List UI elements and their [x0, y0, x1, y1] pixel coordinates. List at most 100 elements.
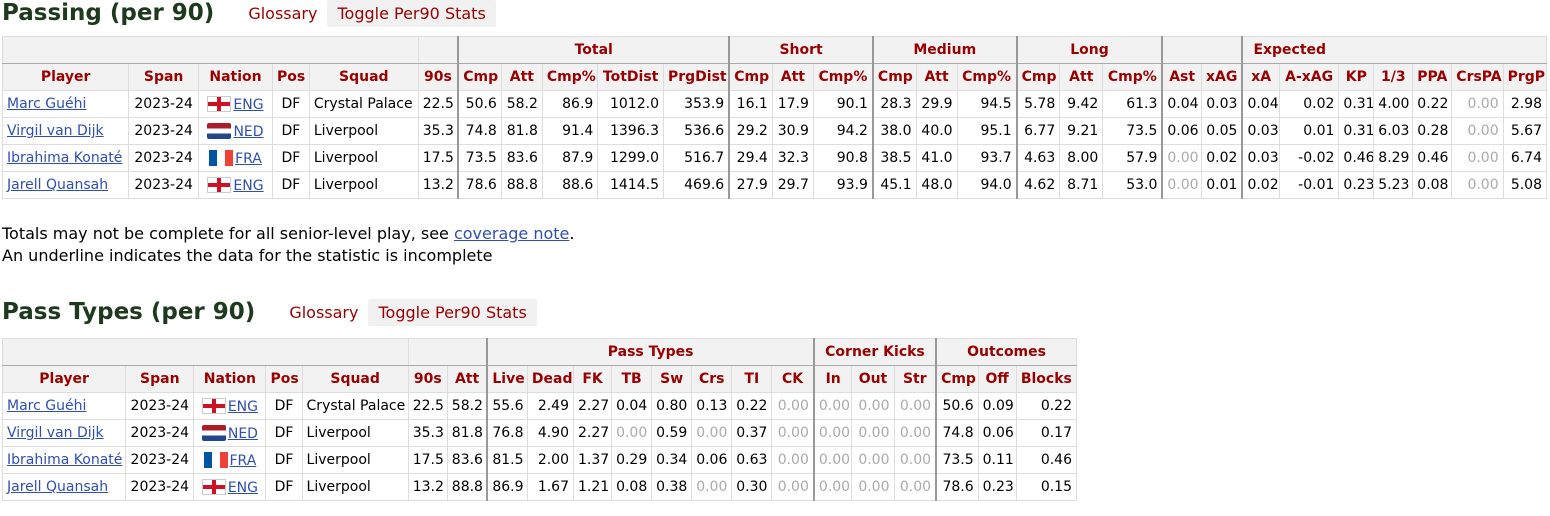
player-link[interactable]: Ibrahima Konaté [7, 452, 123, 468]
n90s-cell: 13.2 [417, 171, 459, 199]
column-header[interactable]: 90s [407, 365, 448, 393]
stat-cell: 29.9 [915, 90, 958, 118]
column-header[interactable]: Span [128, 63, 200, 91]
stat-cell: 8.71 [1059, 171, 1104, 199]
column-header[interactable]: Nation [198, 63, 273, 91]
player-link[interactable]: Marc Guéhi [7, 96, 87, 112]
passing-toggle-per90-button[interactable]: Toggle Per90 Stats [327, 0, 496, 27]
column-header[interactable]: Ast [1161, 63, 1202, 91]
column-header[interactable]: In [812, 365, 853, 393]
column-header[interactable]: TI [731, 365, 773, 393]
squad-cell: Liverpool [308, 117, 419, 145]
column-header[interactable]: Cmp% [1102, 63, 1163, 91]
underline-note: An underline indicates the data for the … [2, 246, 493, 265]
stat-cell: 0.05 [1200, 117, 1243, 145]
column-header[interactable]: Att [915, 63, 958, 91]
column-header[interactable]: PrgP [1502, 63, 1548, 91]
column-header[interactable]: Player [1, 365, 127, 393]
column-header[interactable]: TB [611, 365, 653, 393]
column-header[interactable]: Cmp [871, 63, 917, 91]
span-cell: 2023-24 [128, 171, 200, 199]
group-blank [407, 338, 488, 366]
stat-cell: 0.00 [771, 473, 815, 501]
stat-cell: 50.6 [457, 90, 502, 118]
column-header[interactable]: CK [771, 365, 815, 393]
pos-cell: DF [271, 171, 310, 199]
column-header[interactable]: CrsPA [1451, 63, 1504, 91]
stat-cell: 2.98 [1502, 90, 1548, 118]
column-header[interactable]: FK [572, 365, 613, 393]
column-header[interactable]: Cmp [1015, 63, 1061, 91]
player-cell: Ibrahima Konaté [1, 446, 127, 474]
column-header[interactable]: 1/3 [1373, 63, 1414, 91]
nation-link[interactable]: ENG [233, 177, 264, 194]
player-cell: Jarell Quansah [1, 171, 130, 199]
column-header[interactable]: Att [500, 63, 543, 91]
column-header[interactable]: xAG [1200, 63, 1243, 91]
stat-cell: 1012.0 [597, 90, 664, 118]
column-header[interactable]: Out [851, 365, 895, 393]
column-header[interactable]: PrgDist [662, 63, 730, 91]
pass-types-glossary-link[interactable]: Glossary [289, 302, 359, 322]
column-header[interactable]: Squad [308, 63, 419, 91]
stat-cell: 81.5 [486, 446, 528, 474]
stat-cell: 0.03 [1241, 144, 1280, 172]
stat-cell: 1.37 [572, 446, 613, 474]
column-header[interactable]: Span [125, 365, 195, 393]
column-header[interactable]: Player [1, 63, 130, 91]
nation-link[interactable]: ENG [227, 398, 258, 415]
stat-cell: 28.3 [871, 90, 917, 118]
passing-glossary-link[interactable]: Glossary [248, 3, 318, 23]
column-header[interactable]: Dead [526, 365, 575, 393]
nation-link[interactable]: FRA [235, 150, 262, 167]
column-header[interactable]: 90s [417, 63, 459, 91]
column-header[interactable]: Pos [271, 63, 310, 91]
column-header[interactable]: PPA [1412, 63, 1453, 91]
column-header[interactable]: Cmp [935, 365, 979, 393]
player-link[interactable]: Ibrahima Konaté [7, 150, 123, 166]
player-link[interactable]: Virgil van Dijk [7, 123, 104, 139]
column-header[interactable]: Att [1059, 63, 1104, 91]
column-header[interactable]: Cmp% [541, 63, 599, 91]
column-header[interactable]: Cmp [728, 63, 773, 91]
column-header[interactable]: Live [486, 365, 528, 393]
stat-cell: 0.22 [1015, 392, 1078, 420]
stat-cell: 0.30 [731, 473, 773, 501]
stat-cell: 32.3 [771, 144, 814, 172]
column-header[interactable]: Sw [651, 365, 693, 393]
column-header[interactable]: Cmp [457, 63, 502, 91]
coverage-note-text: Totals may not be complete for all senio… [2, 224, 454, 243]
column-header[interactable]: TotDist [597, 63, 664, 91]
column-header[interactable]: Nation [193, 365, 267, 393]
column-header[interactable]: KP [1338, 63, 1375, 91]
player-link[interactable]: Jarell Quansah [7, 479, 109, 495]
column-header[interactable]: Cmp% [812, 63, 874, 91]
column-header[interactable]: Off [977, 365, 1017, 393]
column-header[interactable]: Str [893, 365, 937, 393]
nation-link[interactable]: NED [233, 123, 264, 140]
column-header[interactable]: Pos [265, 365, 303, 393]
player-link[interactable]: Marc Guéhi [7, 398, 87, 414]
pass-types-column-header-row: Player Span Nation Pos Squad 90s Att Live Dead FK… [1, 365, 1078, 393]
player-link[interactable]: Jarell Quansah [7, 177, 109, 193]
stat-cell: 0.00 [893, 473, 937, 501]
eng-flag-icon [201, 478, 226, 495]
group-outcomes: Outcomes [935, 338, 1078, 366]
column-header[interactable]: Crs [691, 365, 733, 393]
column-header[interactable]: Cmp% [956, 63, 1018, 91]
coverage-note-link[interactable]: coverage note [453, 224, 570, 243]
stat-cell: 0.00 [851, 392, 895, 420]
pass-types-toggle-per90-button[interactable]: Toggle Per90 Stats [368, 298, 537, 326]
column-header[interactable]: Att [771, 63, 814, 91]
nation-link[interactable]: ENG [233, 96, 264, 113]
squad-cell: Liverpool [308, 144, 419, 172]
column-header[interactable]: Att [446, 365, 488, 393]
player-link[interactable]: Virgil van Dijk [7, 425, 104, 441]
nation-link[interactable]: FRA [229, 452, 257, 469]
nation-link[interactable]: NED [227, 425, 258, 442]
nation-link[interactable]: ENG [227, 479, 258, 496]
column-header[interactable]: Blocks [1015, 365, 1078, 393]
column-header[interactable]: Squad [301, 365, 409, 393]
column-header[interactable]: A-xAG [1278, 63, 1340, 91]
column-header[interactable]: xA [1241, 63, 1280, 91]
